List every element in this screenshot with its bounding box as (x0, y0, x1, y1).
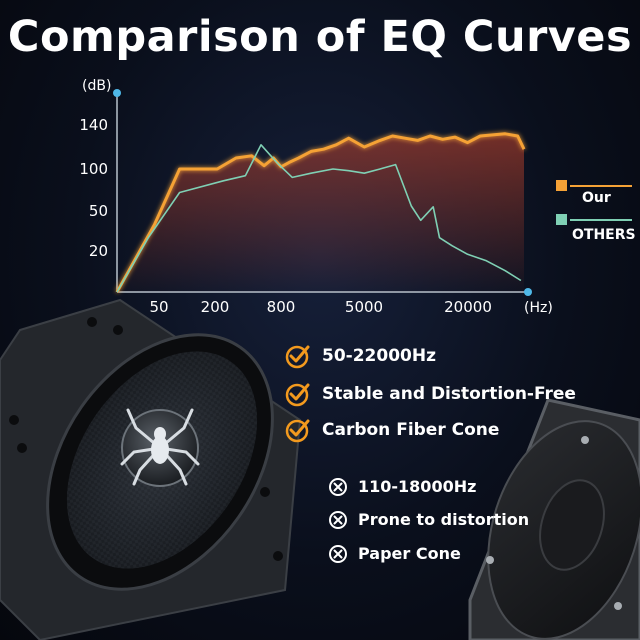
legend-line-others (570, 219, 632, 221)
x-circle-icon (329, 478, 347, 496)
x-tick-label: 50 (149, 298, 168, 316)
carbon-fiber-speaker (0, 298, 302, 640)
y-tick-label: 20 (89, 242, 108, 260)
x-tick-label: 5000 (345, 298, 383, 316)
page-title: Comparison of EQ Curves (7, 12, 633, 62)
feature-text: Carbon Fiber Cone (322, 420, 500, 440)
y-axis-label: (dB) (82, 78, 111, 94)
x-tick-label: 200 (201, 298, 230, 316)
legend-swatch-our (556, 180, 567, 191)
paper-cone-speaker (468, 398, 640, 640)
feature-text: Stable and Distortion-Free (322, 384, 576, 404)
legend-label-others: OTHERS (572, 227, 636, 243)
y-tick-label: 140 (79, 116, 108, 134)
legend-label-our: Our (582, 190, 611, 206)
y-tick-label: 50 (89, 202, 108, 220)
x-circle-icon (329, 511, 347, 529)
feature-text: 50-22000Hz (322, 346, 436, 366)
series-line-our (115, 132, 526, 293)
series-line-others (116, 144, 522, 293)
check-icon (285, 345, 310, 369)
legend-swatch-others (556, 214, 567, 225)
downside-text: Prone to distortion (358, 510, 530, 529)
check-icon (285, 419, 310, 443)
downside-text: 110-18000Hz (358, 477, 477, 496)
legend-line-our (570, 185, 632, 187)
x-tick-label: 800 (267, 298, 296, 316)
y-axis-end-dot (113, 89, 121, 97)
downside-text: Paper Cone (358, 544, 461, 563)
series-area-our (117, 133, 524, 292)
x-circle-icon (329, 545, 347, 563)
x-axis-end-dot (524, 288, 532, 296)
x-tick-label: 20000 (444, 298, 492, 316)
y-tick-label: 100 (79, 160, 108, 178)
x-axis-label: (Hz) (524, 300, 553, 316)
check-icon (285, 383, 310, 407)
